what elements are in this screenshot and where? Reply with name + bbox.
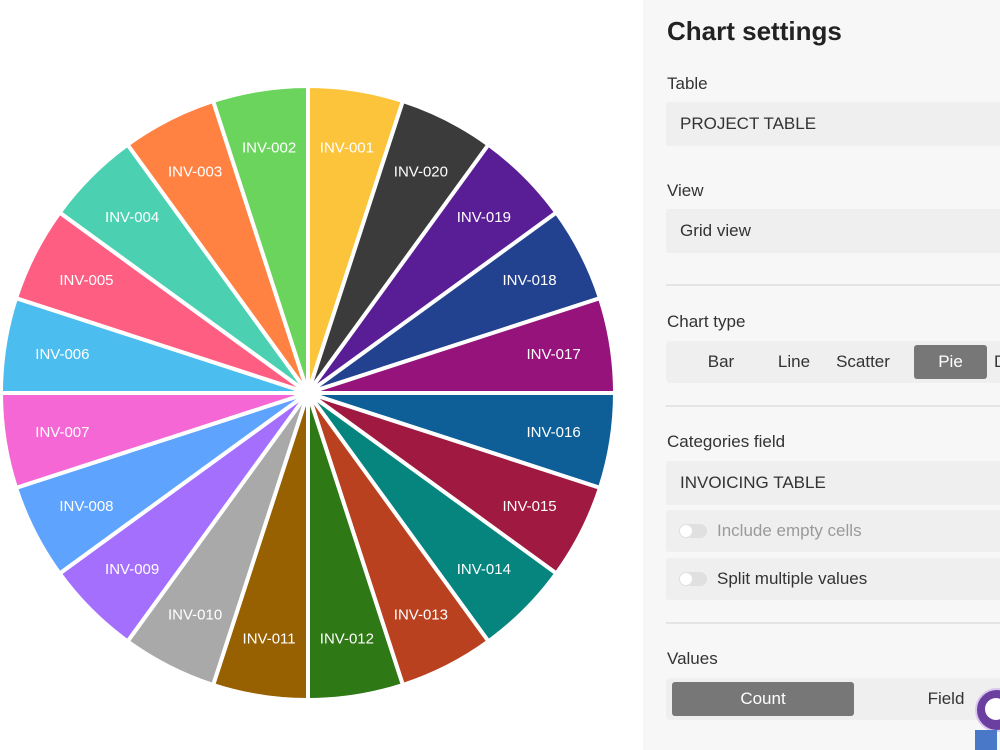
pie-slice-label: INV-018 (502, 272, 556, 289)
view-select[interactable]: Grid view (666, 209, 1000, 253)
panel-title: Chart settings (667, 16, 842, 46)
pie-slice-label: INV-016 (527, 424, 581, 441)
pie-slice-label: INV-001 (320, 139, 374, 156)
chart-type-donut[interactable]: Do (994, 345, 1000, 379)
pie-slice-label: INV-019 (457, 209, 511, 226)
split-multiple-values-row: Split multiple values (666, 558, 1000, 600)
include-empty-cells-label: Include empty cells (717, 521, 862, 540)
chart-type-line[interactable]: Line (777, 352, 811, 371)
pie-chart: INV-001 INV-020 INV-019 INV-018 INV-017 INV-0… (0, 84, 617, 702)
pie-slice-label: INV-010 (168, 607, 222, 624)
chart-area: INV-001 INV-020 INV-019 INV-018 INV-017 INV-0… (0, 84, 617, 702)
pie-slice-label: INV-009 (105, 561, 159, 578)
divider (666, 622, 1000, 624)
table-select-value: PROJECT TABLE (680, 114, 817, 133)
split-multiple-values-label: Split multiple values (717, 569, 868, 588)
chart-type-selector: Bar Line Scatter Pie Do (666, 341, 1000, 383)
pie-slice-label: INV-015 (502, 498, 556, 515)
pie-slice-label: INV-002 (242, 139, 296, 156)
values-label: Values (667, 649, 718, 668)
chart-type-bar[interactable]: Bar (707, 352, 735, 371)
pie-slice-label: INV-008 (59, 498, 113, 515)
categories-field-value: INVOICING TABLE (680, 473, 826, 492)
app-logo-inner (985, 698, 1000, 720)
divider (666, 284, 1000, 286)
categories-field-label: Categories field (667, 432, 786, 451)
pie-slice-label: INV-007 (35, 424, 89, 441)
pie-slice-label: INV-005 (59, 272, 113, 289)
toggle-knob (680, 573, 692, 585)
grid-app-icon[interactable] (975, 730, 997, 750)
pie-slice-label: INV-014 (457, 561, 511, 578)
pie-slice-label: INV-012 (320, 631, 374, 648)
pie-slice-label: INV-003 (168, 163, 222, 180)
table-select[interactable]: PROJECT TABLE (666, 102, 1000, 146)
pie-slice-label: INV-004 (105, 209, 159, 226)
table-label: Table (667, 74, 708, 93)
pie-slice-label: INV-020 (394, 163, 448, 180)
chart-type-label: Chart type (667, 312, 746, 331)
toggle-knob (680, 525, 692, 537)
values-field[interactable]: Field (927, 689, 965, 708)
pie-slice-label: INV-011 (243, 631, 296, 648)
values-count[interactable]: Count (672, 682, 854, 716)
view-label: View (667, 181, 704, 200)
pie-slice-inv-002[interactable] (211, 84, 310, 395)
pie-center (303, 388, 313, 398)
split-multiple-values-toggle[interactable] (679, 572, 707, 586)
include-empty-cells-toggle[interactable] (679, 524, 707, 538)
values-selector: Count Field (666, 678, 1000, 720)
chart-type-scatter[interactable]: Scatter (836, 352, 890, 371)
include-empty-cells-row: Include empty cells (666, 510, 1000, 552)
pie-slice-label: INV-006 (35, 346, 89, 363)
categories-field-select[interactable]: INVOICING TABLE (666, 461, 1000, 505)
view-select-value: Grid view (680, 221, 751, 240)
chart-settings-panel: Chart settings Table PROJECT TABLE View … (643, 0, 1000, 750)
divider (666, 405, 1000, 407)
pie-slice-label: INV-017 (527, 346, 581, 363)
pie-slice-label: INV-013 (394, 607, 448, 624)
chart-type-pie[interactable]: Pie (914, 345, 987, 379)
